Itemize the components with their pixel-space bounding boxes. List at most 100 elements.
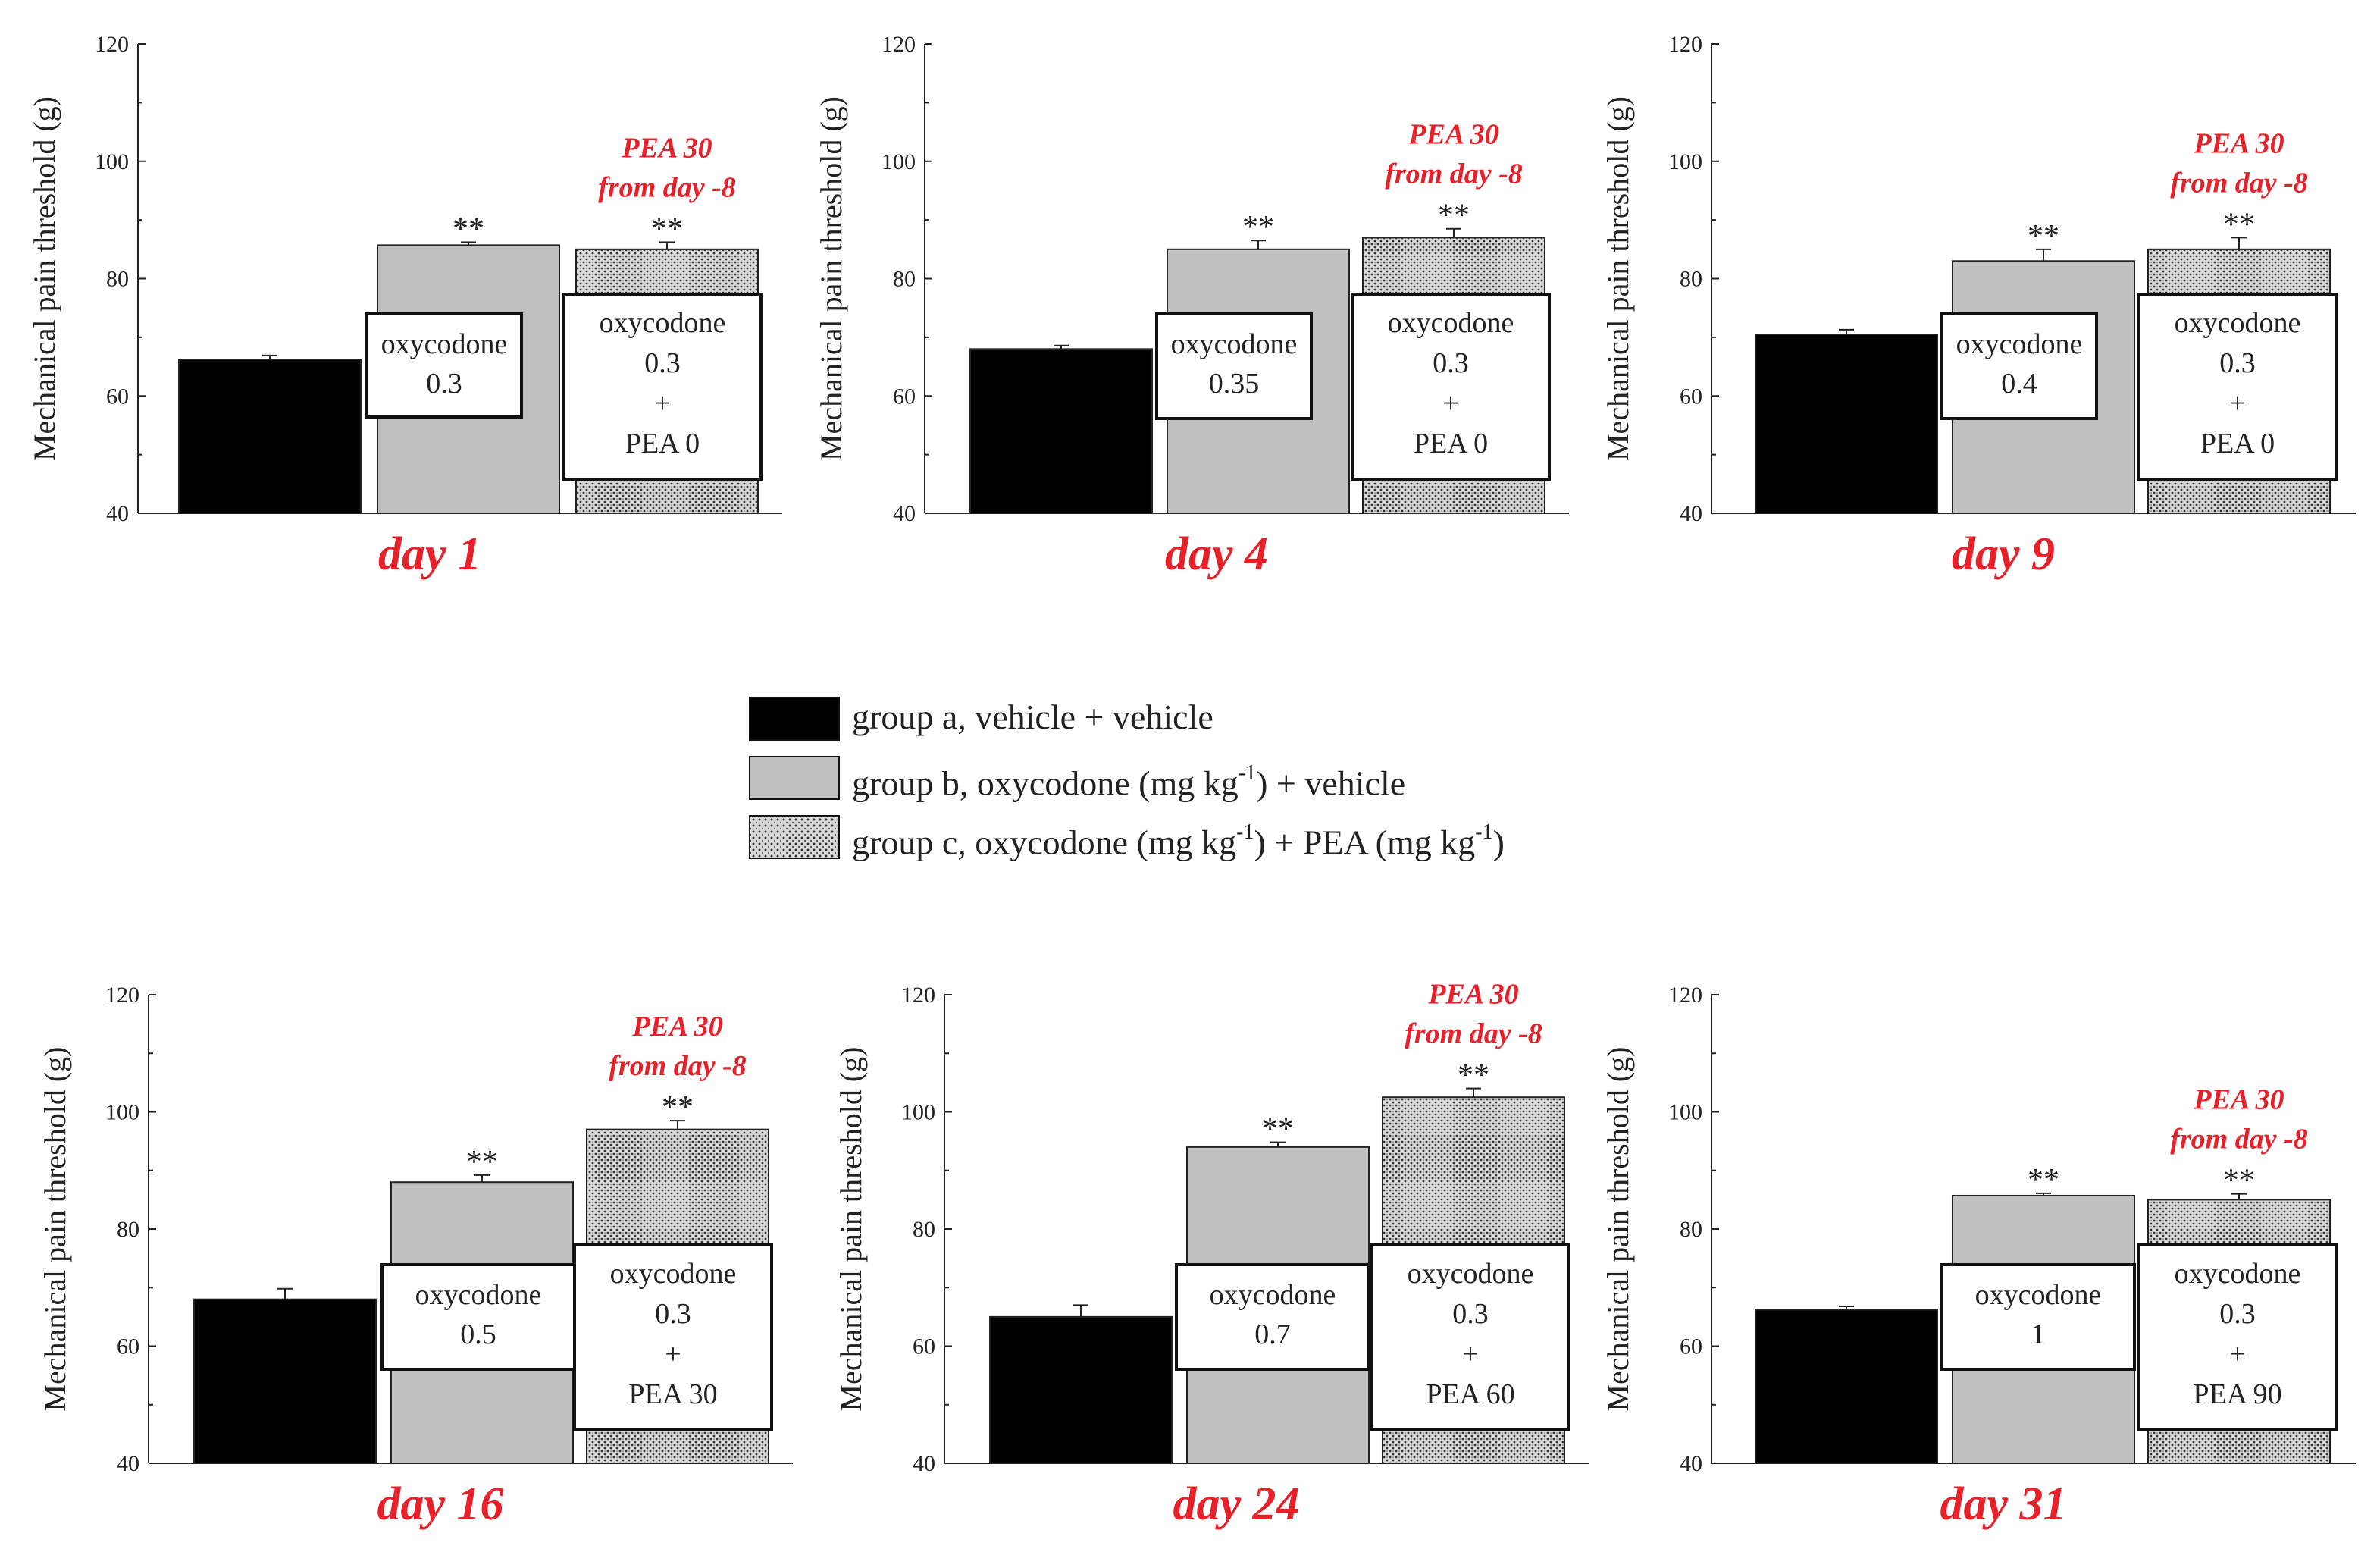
y-axis-title: Mechanical pain threshold (g)	[834, 1047, 868, 1412]
y-tick-label: 120	[1668, 983, 1702, 1008]
dose-label-group-b: 0.3	[426, 368, 462, 400]
y-tick-label: 40	[893, 501, 916, 526]
legend-label-group-b: group b, oxycodone (mg kg-1) + vehicle	[852, 761, 1406, 803]
significance-mark: **	[2223, 207, 2255, 242]
dose-label-group-c: +	[665, 1338, 681, 1370]
y-tick-label: 80	[1680, 1217, 1702, 1242]
legend-label-group-c: group c, oxycodone (mg kg-1) + PEA (mg k…	[852, 820, 1505, 862]
significance-mark: **	[1262, 1112, 1294, 1147]
pea-annotation-line2: from day -8	[2170, 167, 2308, 199]
dose-label-group-c: 0.3	[1433, 347, 1469, 379]
y-tick-label: 60	[893, 384, 916, 409]
chart-panel-day-31: ** ** 40 60 80 100 120 Mechanical pain threshol…	[1601, 983, 2356, 1530]
y-tick-label: 80	[1680, 267, 1702, 292]
y-tick-label: 100	[882, 149, 916, 174]
chart-panel-day-16: ** ** 40 60 80 100 120 Mechanical pain threshol…	[38, 983, 793, 1530]
dose-label-group-c: oxycodone	[610, 1258, 737, 1290]
dose-label-group-c: PEA 30	[628, 1378, 717, 1410]
legend-swatch-group-a	[749, 697, 840, 741]
y-tick-label: 80	[893, 267, 916, 292]
dose-box-group-c	[2137, 293, 2338, 481]
significance-mark: **	[2028, 219, 2059, 254]
significance-mark: **	[466, 1145, 498, 1180]
dose-box-group-b	[380, 1263, 576, 1371]
chart-title: day 4	[1165, 528, 1268, 580]
y-axis-title: Mechanical pain threshold (g)	[814, 96, 848, 461]
y-tick-label: 60	[106, 384, 129, 409]
significance-mark: **	[453, 212, 484, 247]
dose-label-group-c: 0.3	[655, 1298, 691, 1330]
dose-box-group-b	[1155, 312, 1313, 420]
dose-label-group-c: oxycodone	[1408, 1258, 1534, 1290]
pea-annotation-line1: PEA 30	[631, 1011, 722, 1043]
dose-label-group-c: +	[654, 387, 670, 419]
dose-box-group-c	[573, 1243, 773, 1431]
dose-box-group-c	[562, 293, 763, 481]
dose-label-group-c: PEA 60	[1426, 1378, 1514, 1410]
dose-label-group-c: oxycodone	[2175, 1258, 2301, 1290]
bar-group-a	[193, 1298, 377, 1464]
y-tick-label: 40	[1680, 1451, 1702, 1476]
y-tick-label: 120	[882, 32, 916, 57]
legend-item-group-b: group b, oxycodone (mg kg-1) + vehicle	[749, 753, 1734, 812]
chart-panel-day-9: ** ** 40 60 80 100 120 Mechanical pain threshol…	[1601, 32, 2356, 580]
dose-box-group-c	[1351, 293, 1551, 481]
dose-label-group-c: +	[2229, 1338, 2245, 1370]
legend-item-group-a: group a, vehicle + vehicle	[749, 694, 1734, 753]
dose-label-group-b: 0.4	[2001, 368, 2037, 400]
dose-label-group-b: oxycodone	[415, 1279, 542, 1311]
significance-mark: **	[1438, 199, 1470, 234]
legend-item-group-c: group c, oxycodone (mg kg-1) + PEA (mg k…	[749, 812, 1734, 871]
bar-group-a	[1755, 1309, 1938, 1464]
significance-mark: **	[2223, 1164, 2255, 1199]
significance-mark: **	[1242, 210, 1274, 245]
chart-panel-day-1: ** ** 40 60 80 100 120 Mechanical pain threshol…	[27, 32, 782, 580]
dose-label-group-c: 0.3	[644, 347, 681, 379]
dose-box-group-c	[2137, 1243, 2338, 1431]
y-tick-label: 120	[901, 983, 935, 1008]
legend-swatch-group-b	[749, 756, 840, 800]
pea-annotation-line1: PEA 30	[621, 133, 712, 165]
dose-label-group-c: +	[2229, 387, 2245, 419]
legend-label-group-a: group a, vehicle + vehicle	[852, 698, 1213, 736]
dose-label-group-c: oxycodone	[2175, 307, 2301, 339]
y-axis-title: Mechanical pain threshold (g)	[38, 1047, 72, 1412]
y-tick-label: 100	[1668, 1100, 1702, 1125]
dose-label-group-c: PEA 0	[1414, 428, 1488, 459]
pea-annotation-line1: PEA 30	[2193, 1084, 2284, 1116]
y-tick-label: 80	[106, 267, 129, 292]
legend-swatch-group-c	[749, 815, 840, 859]
dose-label-group-c: oxycodone	[600, 307, 726, 339]
y-axis-title: Mechanical pain threshold (g)	[27, 96, 61, 461]
dose-label-group-b: oxycodone	[1956, 328, 2083, 360]
chart-title: day 24	[1173, 1478, 1299, 1530]
dose-label-group-b: 0.5	[460, 1318, 496, 1350]
pea-annotation-line2: from day -8	[1385, 158, 1523, 190]
dose-label-group-c: 0.3	[2219, 347, 2256, 379]
y-axis-title: Mechanical pain threshold (g)	[1601, 1047, 1635, 1412]
dose-box-group-b	[365, 312, 523, 419]
dose-label-group-c: PEA 90	[2193, 1378, 2281, 1410]
bar-group-a	[989, 1315, 1173, 1464]
pea-annotation-line1: PEA 30	[2193, 127, 2284, 159]
dose-box-group-b	[1175, 1263, 1370, 1371]
dose-label-group-c: PEA 0	[2200, 428, 2275, 459]
pea-annotation-line1: PEA 30	[1408, 119, 1498, 151]
legend: group a, vehicle + vehicle group b, oxyc…	[749, 694, 1734, 871]
y-tick-label: 80	[117, 1217, 139, 1242]
bar-group-a	[178, 359, 362, 514]
dose-box-group-c	[1370, 1243, 1570, 1431]
y-tick-label: 60	[913, 1334, 935, 1359]
dose-box-group-b	[1940, 1263, 2136, 1371]
dose-label-group-c: +	[1442, 387, 1458, 419]
dose-label-group-b: oxycodone	[1975, 1279, 2102, 1311]
y-tick-label: 60	[1680, 1334, 1702, 1359]
y-axis-title: Mechanical pain threshold (g)	[1601, 96, 1635, 461]
dose-label-group-b: oxycodone	[1210, 1279, 1336, 1311]
pea-annotation-line2: from day -8	[609, 1050, 747, 1082]
dose-box-group-b	[1940, 312, 2098, 420]
significance-mark: **	[651, 212, 683, 247]
y-tick-label: 120	[105, 983, 139, 1008]
dose-label-group-c: oxycodone	[1388, 307, 1514, 339]
